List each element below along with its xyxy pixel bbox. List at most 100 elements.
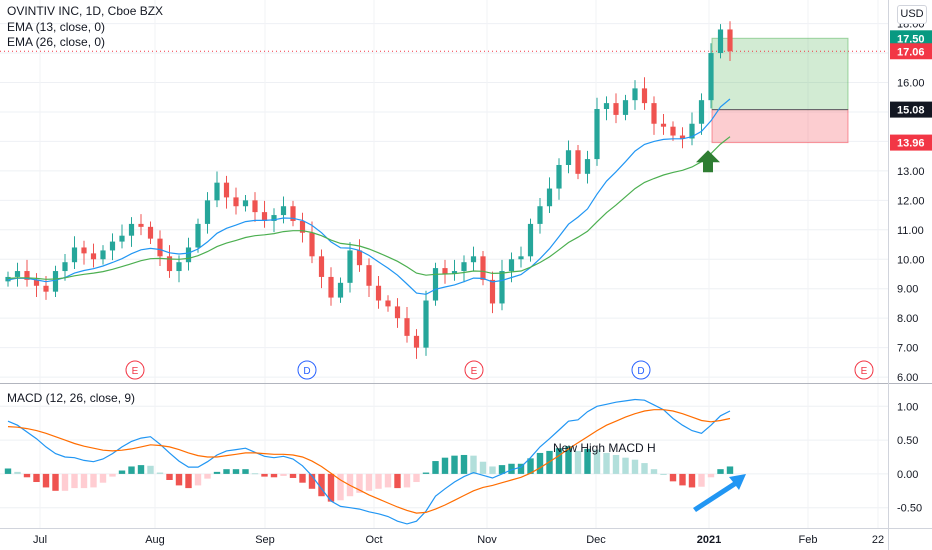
price-label-text: 17.06 xyxy=(897,46,925,58)
candle-body xyxy=(366,265,372,286)
candle-body xyxy=(62,262,68,272)
candle-body xyxy=(470,256,477,263)
macd-histogram-bar xyxy=(688,473,696,488)
price-tick-label: 16.00 xyxy=(897,77,925,89)
candle-body xyxy=(641,88,648,104)
candle-body xyxy=(318,256,325,277)
buy-arrow-icon xyxy=(696,150,720,173)
candle-body xyxy=(233,197,239,207)
candle-body xyxy=(52,271,59,292)
candle-body xyxy=(166,256,173,272)
event-marker: D xyxy=(297,360,317,380)
macd-histogram-bar xyxy=(175,473,183,486)
macd-histogram-bar xyxy=(185,473,192,489)
candle-body xyxy=(185,247,192,263)
candle-body xyxy=(223,182,230,198)
price-tick-label: 13.00 xyxy=(897,166,925,178)
candle-body xyxy=(413,335,420,348)
macd-histogram-bar xyxy=(631,459,639,474)
macd-histogram-bar xyxy=(80,473,88,489)
candle-body xyxy=(613,103,619,115)
macd-histogram-bar xyxy=(508,463,515,474)
macd-histogram-bar xyxy=(261,473,268,477)
macd-histogram-bar xyxy=(23,473,31,478)
time-tick-label: Dec xyxy=(586,534,606,546)
macd-histogram-bar xyxy=(707,473,715,478)
time-tick-label: Sep xyxy=(255,534,275,546)
macd-histogram-bar xyxy=(4,468,12,474)
macd-histogram-bar xyxy=(660,473,667,475)
ema26-line xyxy=(7,136,731,280)
macd-tick-label: 1.00 xyxy=(897,401,918,413)
price-label-box xyxy=(890,43,932,60)
candle-body xyxy=(157,238,163,257)
macd-histogram-bar xyxy=(223,469,230,474)
macd-histogram-bar xyxy=(137,465,145,474)
macd-histogram-bar xyxy=(555,448,563,474)
macd-histogram-bar xyxy=(52,473,59,491)
candle-body xyxy=(385,300,391,307)
event-marker-circle xyxy=(631,360,651,380)
event-marker-letter: E xyxy=(132,366,139,377)
macd-histogram-bar xyxy=(71,473,78,489)
event-marker-letter: D xyxy=(637,366,644,377)
candle-body xyxy=(556,164,562,189)
price-label-box xyxy=(890,134,932,151)
macd-histogram-bar xyxy=(603,452,610,474)
price-label-text: 17.50 xyxy=(897,33,925,45)
macd-histogram-bar xyxy=(280,473,287,476)
macd-histogram-bar xyxy=(33,473,40,483)
macd-histogram-bar xyxy=(337,473,344,501)
event-marker: D xyxy=(631,360,651,380)
macd-histogram-bar xyxy=(441,457,449,474)
macd-histogram-bar xyxy=(726,466,734,474)
macd-histogram-bar xyxy=(622,457,629,474)
candle-body xyxy=(81,247,87,254)
macd-histogram-bar xyxy=(593,449,601,474)
time-tick-label: Feb xyxy=(799,534,818,546)
macd-histogram-bar xyxy=(422,472,430,474)
event-marker-circle xyxy=(125,360,145,380)
candle-body xyxy=(394,306,401,319)
macd-histogram-bar xyxy=(460,454,468,474)
macd-histogram-bar xyxy=(489,466,496,474)
candle-body xyxy=(43,285,49,292)
event-marker: E xyxy=(125,360,145,380)
candle-body xyxy=(717,29,724,54)
macd-histogram-bar xyxy=(394,473,401,489)
candle-body xyxy=(594,109,600,160)
event-marker-letter: E xyxy=(471,366,478,377)
candle-body xyxy=(24,271,30,280)
macd-histogram-bar xyxy=(356,473,363,493)
currency-button[interactable]: USD xyxy=(897,5,927,24)
macd-histogram-bar xyxy=(61,473,69,491)
candle-body xyxy=(508,259,515,272)
candle-body xyxy=(584,159,591,174)
candle-body xyxy=(527,223,534,257)
macd-histogram-bar xyxy=(318,473,325,497)
price-tick-label: 12.00 xyxy=(897,195,925,207)
time-tick-label: Jul xyxy=(33,534,47,546)
macd-histogram-bar xyxy=(242,469,249,474)
macd-histogram-bar xyxy=(641,463,648,474)
macd-histogram-bar xyxy=(299,473,306,483)
macd-histogram-bar xyxy=(717,469,724,474)
candle-body xyxy=(679,135,686,139)
macd-histogram-bar xyxy=(403,473,411,488)
candle-body xyxy=(575,150,581,174)
time-tick-label: Aug xyxy=(145,534,165,546)
candle-body xyxy=(423,300,429,348)
price-tick-label: 10.00 xyxy=(897,254,925,266)
candle-body xyxy=(404,318,410,336)
macd-histogram-bar xyxy=(204,473,211,479)
candle-body xyxy=(128,223,135,236)
macd-histogram-bar xyxy=(432,461,439,474)
macd-histogram-bar xyxy=(308,473,316,489)
candle-body xyxy=(119,235,125,242)
event-marker-letter: E xyxy=(861,366,868,377)
macd-histogram-bar xyxy=(384,473,392,488)
macd-legend: MACD (12, 26, close, 9) xyxy=(7,391,136,405)
event-marker-letter: D xyxy=(303,366,310,377)
candle-body xyxy=(489,279,496,304)
